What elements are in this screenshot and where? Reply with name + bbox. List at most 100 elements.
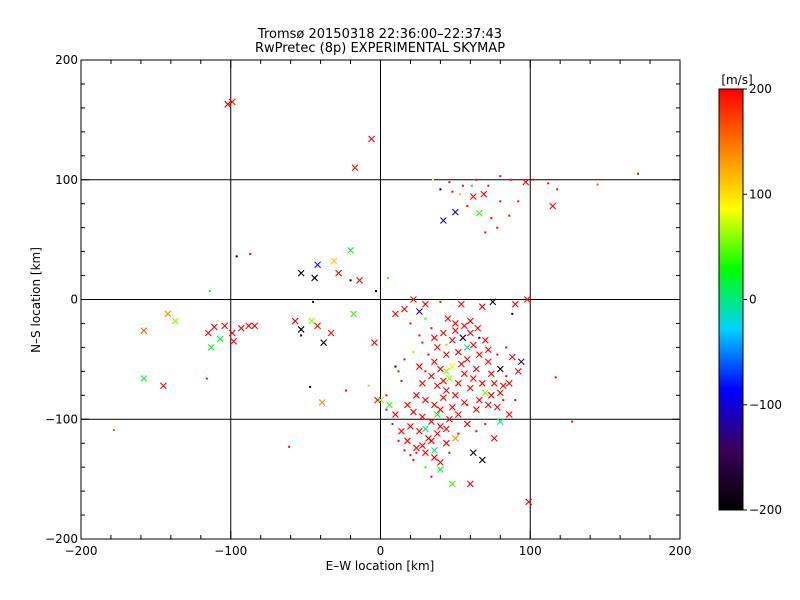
data-point-cross	[437, 406, 444, 414]
data-point-dot	[415, 451, 418, 454]
x-tick-label: 200	[669, 544, 692, 558]
data-point-cross	[431, 446, 438, 454]
data-point-cross	[327, 329, 335, 337]
data-point-cross	[478, 379, 486, 387]
y-tick-label: 0	[70, 293, 78, 307]
data-point-cross	[448, 363, 456, 370]
data-point-dot	[458, 193, 461, 196]
data-point-cross	[416, 363, 423, 370]
data-point-cross	[484, 358, 492, 366]
data-point-cross	[454, 348, 462, 356]
data-point-cross	[481, 389, 489, 397]
data-point-cross	[459, 334, 467, 342]
y-tick-label: 200	[55, 53, 78, 67]
data-point-cross	[475, 209, 483, 217]
data-point-cross	[451, 391, 459, 399]
data-point-cross	[443, 351, 450, 358]
data-point-cross	[230, 338, 238, 345]
colorbar-tick-label: 0	[749, 293, 757, 307]
data-point-dot	[300, 334, 303, 337]
data-point-cross	[505, 411, 513, 418]
data-point-cross	[463, 420, 471, 428]
data-point-cross	[291, 317, 299, 325]
data-point-cross	[466, 329, 474, 337]
data-point-cross	[469, 193, 477, 200]
data-point-cross	[428, 372, 435, 380]
data-point-cross	[237, 324, 245, 332]
data-point-cross	[493, 403, 501, 411]
data-point-cross	[308, 317, 316, 325]
data-point-dot	[418, 334, 421, 337]
data-point-cross	[443, 387, 450, 394]
colorbar-tick-label: 100	[749, 187, 772, 201]
data-point-cross	[428, 437, 435, 445]
data-point-dot	[496, 353, 499, 356]
data-point-dot	[484, 423, 487, 426]
data-point-cross	[496, 418, 504, 426]
data-point-dot	[571, 420, 574, 423]
data-point-cross	[434, 411, 441, 418]
data-point-cross	[437, 466, 444, 473]
data-point-dot	[394, 365, 397, 368]
data-point-cross	[522, 178, 530, 186]
data-point-cross	[460, 322, 468, 330]
data-point-cross	[472, 406, 480, 414]
data-point-cross	[392, 411, 399, 418]
data-point-cross	[496, 365, 504, 373]
data-point-cross	[451, 435, 459, 442]
data-point-cross	[422, 449, 429, 457]
data-point-dot	[424, 317, 427, 320]
data-point-dot	[235, 255, 238, 258]
data-point-cross	[159, 382, 167, 390]
data-point-cross	[297, 269, 305, 277]
x-tick-label: −200	[65, 544, 98, 558]
data-point-dot	[484, 231, 487, 234]
x-tick-label: −100	[214, 544, 247, 558]
data-point-dot	[478, 336, 481, 339]
data-point-dot	[514, 399, 517, 402]
data-point-cross	[422, 300, 429, 308]
data-point-dot	[457, 432, 460, 435]
data-point-dot	[367, 384, 370, 387]
data-point-cross	[410, 296, 417, 303]
data-point-cross	[463, 344, 471, 351]
data-point-cross	[525, 498, 533, 506]
data-point-cross	[428, 418, 435, 426]
grid-lines	[81, 60, 680, 539]
data-point-dot	[505, 346, 508, 349]
data-point-cross	[140, 375, 148, 382]
data-point-dot	[400, 379, 403, 382]
data-point-dot	[424, 370, 427, 373]
data-point-cross	[210, 323, 218, 331]
data-point-dot	[554, 376, 557, 379]
data-point-cross	[469, 341, 477, 349]
data-point-cross	[443, 425, 450, 433]
data-point-dot	[349, 279, 352, 282]
data-point-cross	[440, 329, 447, 337]
data-point-dot	[386, 276, 389, 279]
data-point-cross	[371, 339, 378, 346]
data-point-cross	[469, 375, 477, 382]
data-point-cross	[401, 305, 408, 313]
data-point-cross	[434, 430, 441, 438]
data-point-cross	[318, 399, 326, 406]
data-point-cross	[164, 310, 172, 318]
data-point-cross	[330, 257, 338, 265]
y-tick-label: 100	[55, 173, 78, 187]
data-point-dot	[375, 290, 378, 293]
data-point-dot	[487, 184, 490, 187]
data-point-cross	[351, 164, 359, 172]
colorbar: [m/s] 200 100 0 −100 −200	[718, 73, 782, 517]
data-point-cross	[335, 269, 342, 277]
data-point-cross	[377, 396, 384, 404]
data-point-dot	[430, 327, 433, 330]
data-point-dot	[532, 178, 535, 181]
data-point-cross	[404, 401, 411, 409]
data-point-dot	[445, 344, 448, 347]
data-point-cross	[508, 353, 516, 361]
data-point-cross	[413, 391, 420, 399]
data-point-cross	[228, 98, 236, 106]
data-points	[112, 98, 640, 506]
data-point-cross	[437, 365, 444, 373]
